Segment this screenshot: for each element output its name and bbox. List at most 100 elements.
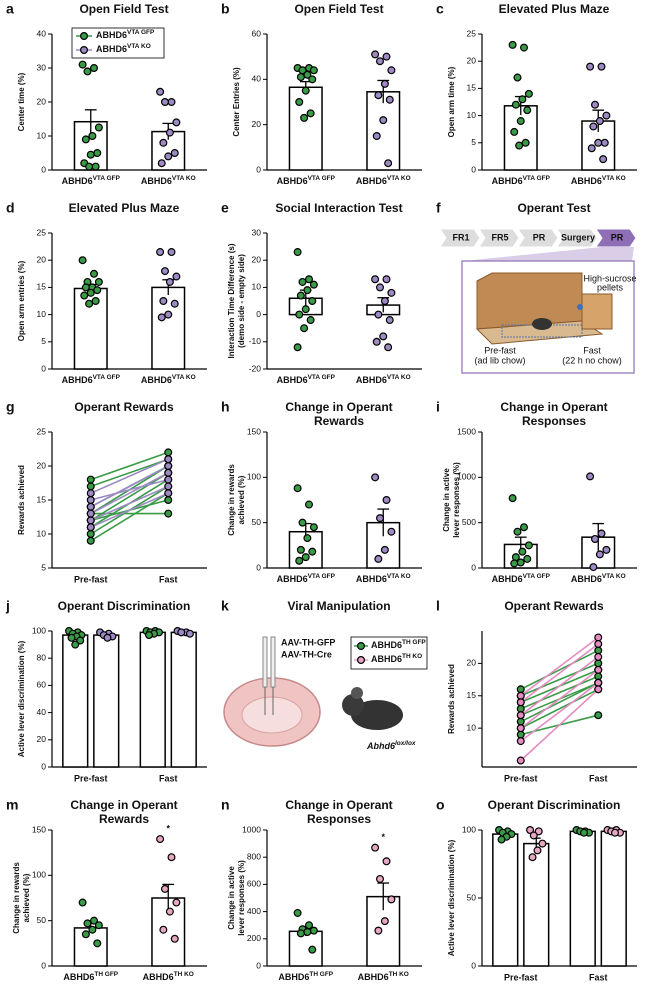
data-point [594,685,603,694]
data-point [85,162,94,171]
data-point [78,256,87,265]
mouse-body [351,700,403,730]
data-point [305,275,314,284]
x-tick-label: Pre-fast [74,773,108,783]
data-point [387,288,396,297]
y-tick-label: 0 [256,164,261,174]
panel-title: Viral Manipulation [287,599,390,613]
panel: o Operant Discrimination 0 50 100 Active leve… [436,797,637,982]
data-point [385,316,394,325]
data-point [309,66,318,75]
x-tick-label-sup: VTA KO [387,374,411,381]
panel-title: Rewards [99,812,149,826]
data-point [78,898,87,907]
y-tick-label: 0 [471,960,476,970]
data-point [308,547,317,556]
x-tick-label-base: ABHD6 [62,176,93,186]
x-tick-label-base: ABHD6 [356,176,387,186]
paired-line [520,662,599,697]
data-point [293,248,302,257]
step-label: PR [533,232,546,242]
data-point [78,60,87,69]
x-tick-label-sup: VTA KO [602,175,626,182]
data-point [86,509,95,518]
y-axis-label: (demo side - empty side) [237,254,246,348]
panel-title: Open Field Test [294,2,383,16]
y-axis-label: Active lever discrimination (%) [447,839,456,956]
legend-label-sup: VTA KO [127,43,151,50]
y-tick-label: 200 [247,933,261,943]
data-point [594,138,603,147]
data-point [520,43,529,52]
y-tick-label: 10 [37,130,47,140]
data-point [594,646,603,655]
x-tick-label: Fast [589,972,608,982]
paired-line [520,656,599,716]
data-point [516,704,525,713]
x-tick-label: Pre-fast [504,773,538,783]
panel-letter: b [221,1,230,17]
genotype-label-sup: lox/lox [395,740,416,747]
data-point [309,523,318,532]
data-point [380,917,389,926]
x-tick-label: ABHD6VTA GFP [277,175,336,187]
legend-label-sup: TH GFP [402,639,426,646]
legend-label: ABHD6VTA GFP [96,29,155,41]
data-point [306,316,315,325]
data-point [88,132,97,141]
y-tick-label: 80 [37,652,47,662]
data-point [594,672,603,681]
data-point [523,106,532,115]
diagram-note: Fast [583,345,601,355]
data-point [497,835,506,844]
paired-line [90,465,169,508]
data-point [167,853,176,862]
data-point [306,109,315,118]
data-point [518,95,527,104]
data-point [301,86,310,95]
y-tick-label: 0 [256,562,261,572]
y-tick-label: 40 [37,707,47,717]
data-point [83,67,92,76]
y-tick-label: 5 [41,562,46,572]
data-point [516,717,525,726]
data-point [93,149,102,158]
y-axis-label: Interaction Time Difference (s) [227,243,236,358]
legend-marker [79,31,88,40]
x-tick-label-base: ABHD6 [141,375,172,385]
x-tick-label-sup: VTA GFP [308,573,336,580]
data-point [579,828,588,837]
bar [503,105,538,171]
x-tick-label-base: ABHD6 [356,574,387,584]
data-point [508,40,517,49]
data-point [90,269,99,278]
panel-title: Operant Discrimination [58,599,191,613]
y-tick-label: 0 [471,164,476,174]
x-tick-label: ABHD6VTA KO [571,175,626,187]
data-point [308,945,317,954]
data-point [374,91,383,100]
legend-label-base: ABHD6 [371,640,402,650]
data-point [157,313,166,322]
data-point [156,87,165,96]
data-point [88,925,97,934]
data-point [164,495,173,504]
y-tick-label: -10 [249,336,262,346]
y-tick-label: 10 [37,309,47,319]
y-tick-label: 30 [37,62,47,72]
x-tick-label: ABHD6VTA GFP [277,573,336,585]
bar [139,631,166,768]
y-axis-label: lever responses (%) [452,462,461,538]
y-tick-label: 1500 [457,426,476,436]
x-tick-label: ABHD6TH KO [358,971,409,983]
y-axis-label: lever responses (%) [237,860,246,936]
data-point [308,296,317,305]
data-point [301,305,310,314]
data-point [86,482,95,491]
data-point [85,299,94,308]
data-point [380,545,389,554]
data-point [597,529,606,538]
mouse [532,318,552,330]
y-axis-label: Center Entries (%) [232,67,241,137]
panel-letter: f [436,200,441,216]
